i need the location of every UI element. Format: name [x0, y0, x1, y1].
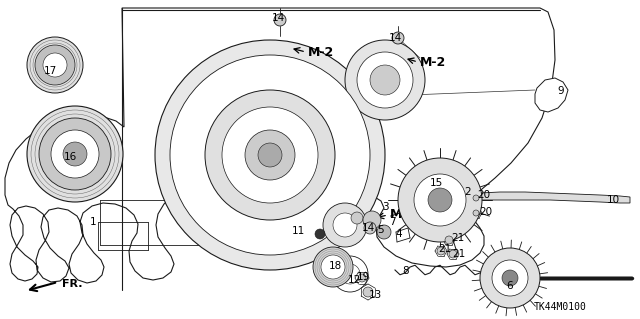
Circle shape — [414, 174, 466, 226]
Text: 6: 6 — [507, 281, 513, 291]
Circle shape — [155, 40, 385, 270]
Text: 19: 19 — [356, 272, 370, 282]
Text: 7: 7 — [388, 217, 396, 227]
Text: M-2: M-2 — [420, 56, 446, 69]
Circle shape — [39, 118, 111, 190]
Circle shape — [480, 248, 540, 308]
Text: 2: 2 — [465, 187, 471, 197]
Circle shape — [428, 188, 452, 212]
Text: 18: 18 — [328, 261, 342, 271]
Text: M-2: M-2 — [308, 46, 334, 58]
Circle shape — [245, 130, 295, 180]
Text: 13: 13 — [369, 290, 381, 300]
Circle shape — [473, 210, 479, 216]
Circle shape — [392, 32, 404, 44]
Circle shape — [492, 260, 528, 296]
Circle shape — [358, 274, 366, 282]
Circle shape — [315, 229, 325, 239]
Text: FR.: FR. — [62, 279, 83, 289]
Text: 8: 8 — [403, 266, 410, 276]
Text: 14: 14 — [388, 33, 402, 43]
Text: 21: 21 — [451, 233, 465, 243]
Circle shape — [445, 236, 453, 244]
Polygon shape — [468, 192, 630, 204]
Text: 3: 3 — [381, 202, 388, 212]
Circle shape — [51, 130, 99, 178]
Circle shape — [357, 52, 413, 108]
Circle shape — [313, 247, 353, 287]
Circle shape — [43, 53, 67, 77]
Polygon shape — [5, 8, 555, 283]
Circle shape — [449, 250, 457, 258]
Circle shape — [333, 213, 357, 237]
Text: 1: 1 — [90, 217, 96, 227]
Circle shape — [205, 90, 335, 220]
Text: 20: 20 — [479, 207, 493, 217]
Text: 21: 21 — [438, 244, 452, 254]
Circle shape — [258, 143, 282, 167]
Text: 14: 14 — [362, 223, 374, 233]
Circle shape — [364, 222, 376, 234]
Polygon shape — [460, 188, 480, 206]
Text: 14: 14 — [271, 13, 285, 23]
Circle shape — [27, 37, 83, 93]
Circle shape — [502, 270, 518, 286]
Text: 16: 16 — [63, 152, 77, 162]
Circle shape — [363, 287, 373, 297]
Circle shape — [351, 212, 363, 224]
Text: 5: 5 — [378, 225, 384, 235]
Text: 12: 12 — [348, 275, 360, 285]
Text: 4: 4 — [396, 229, 403, 239]
Text: 20: 20 — [477, 190, 491, 200]
Text: 15: 15 — [429, 178, 443, 188]
Polygon shape — [535, 78, 568, 112]
Circle shape — [321, 255, 345, 279]
Circle shape — [35, 45, 75, 85]
Text: 17: 17 — [44, 66, 56, 76]
Circle shape — [222, 107, 318, 203]
Circle shape — [437, 247, 445, 255]
Circle shape — [170, 55, 370, 255]
Circle shape — [323, 203, 367, 247]
Text: 21: 21 — [452, 249, 466, 259]
Circle shape — [473, 195, 479, 201]
Text: 10: 10 — [607, 195, 620, 205]
Text: TK44M0100: TK44M0100 — [534, 302, 586, 312]
Text: 11: 11 — [291, 226, 305, 236]
Circle shape — [363, 211, 381, 229]
Circle shape — [345, 40, 425, 120]
Circle shape — [274, 14, 286, 26]
Circle shape — [27, 106, 123, 202]
Text: M-2: M-2 — [390, 209, 416, 221]
Circle shape — [377, 225, 391, 239]
Text: 9: 9 — [557, 86, 564, 96]
Circle shape — [370, 65, 400, 95]
Circle shape — [398, 158, 482, 242]
Circle shape — [63, 142, 87, 166]
